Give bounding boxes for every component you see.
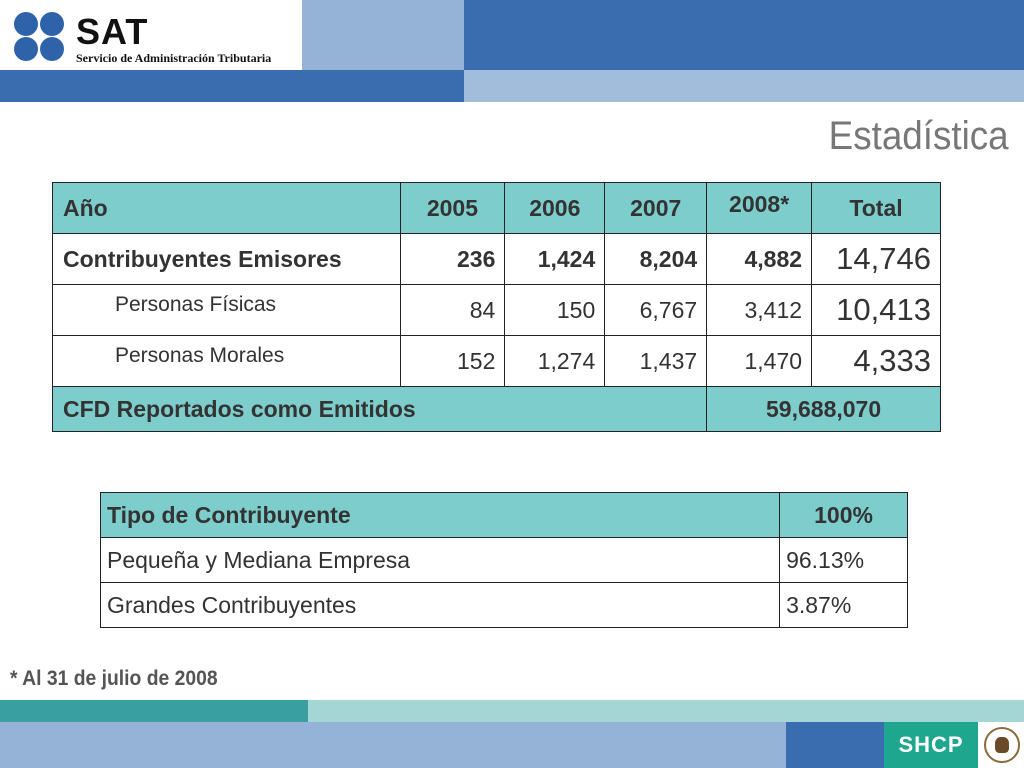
footer-band [786,722,884,768]
row-label: Grandes Contribuyentes [99,582,781,628]
cell-2007: 8,204 [604,233,708,285]
cfd-value: 59,688,070 [706,386,941,432]
footer-band [0,700,308,722]
footer-band [308,700,1024,722]
header-band [464,70,1024,102]
sat-logo-text: SAT [76,11,149,52]
shcp-logo: SHCP [884,722,978,768]
cell-2006: 150 [504,284,606,336]
page-title: Estadística [828,114,1009,158]
sat-dots-icon [14,12,68,62]
cell-total: 14,746 [811,233,941,285]
row-label: Pequeña y Mediana Empresa [99,537,781,583]
table-row: Personas Morales 152 1,274 1,437 1,470 4… [52,335,941,387]
cell-2005: 236 [399,233,506,285]
cfd-label: CFD Reportados como Emitidos [51,386,708,432]
sat-logo-subtitle: Servicio de Administración Tributaria [76,51,272,65]
header-band [464,0,1024,70]
table-row: Grandes Contribuyentes 3.87% [99,582,908,628]
header-cell-year: Año [52,182,401,234]
header-band [302,0,464,70]
cell-2007: 6,767 [604,284,708,336]
table-header-row: Año 2005 2006 2007 2008* Total [52,182,941,234]
statistics-table: Año 2005 2006 2007 2008* Total Contribuy… [51,182,941,432]
cell-2008: 1,470 [706,335,813,387]
table-header-row: Tipo de Contribuyente 100% [99,492,908,538]
table-row: Pequeña y Mediana Empresa 96.13% [99,537,908,583]
header-cell-2006: 2006 [504,182,606,234]
row-label: Personas Físicas [52,284,401,336]
header-cell-type: Tipo de Contribuyente [99,492,781,538]
cell-2006: 1,424 [504,233,606,285]
cell-2005: 84 [399,284,506,336]
header-cell-2008: 2008* [706,182,813,234]
cell-2006: 1,274 [504,335,606,387]
footer-seal [978,722,1024,768]
header-cell-total: Total [811,182,941,234]
cell-total: 10,413 [811,284,941,336]
footnote: * Al 31 de julio de 2008 [10,667,218,690]
cell-2007: 1,437 [604,335,708,387]
header-cell-percent: 100% [779,492,908,538]
header-cell-2005: 2005 [399,182,506,234]
table-footer-row: CFD Reportados como Emitidos 59,688,070 [51,386,941,432]
cell-2008: 4,882 [706,233,813,285]
sat-logo: SAT Servicio de Administración Tributari… [0,0,302,70]
cell-2005: 152 [399,335,506,387]
footer-band [0,722,786,768]
cell-total: 4,333 [811,335,941,387]
table-row: Contribuyentes Emisores 236 1,424 8,204 … [52,233,941,285]
row-label: Personas Morales [52,335,401,387]
table-row: Personas Físicas 84 150 6,767 3,412 10,4… [52,284,941,336]
row-percent: 96.13% [779,537,908,583]
header-cell-2007: 2007 [604,182,708,234]
row-percent: 3.87% [779,582,908,628]
header-band [0,70,464,102]
cell-2008: 3,412 [706,284,813,336]
mexican-coat-of-arms-icon [984,727,1020,763]
contributor-type-table: Tipo de Contribuyente 100% Pequeña y Med… [99,492,908,628]
row-label: Contribuyentes Emisores [52,233,401,285]
